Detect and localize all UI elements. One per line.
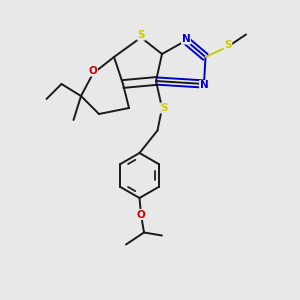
Text: O: O [136, 209, 146, 220]
Text: S: S [137, 30, 145, 40]
Text: O: O [88, 66, 98, 76]
Text: S: S [161, 103, 168, 113]
Text: N: N [200, 80, 208, 91]
Text: N: N [182, 34, 190, 44]
Text: S: S [224, 40, 232, 50]
